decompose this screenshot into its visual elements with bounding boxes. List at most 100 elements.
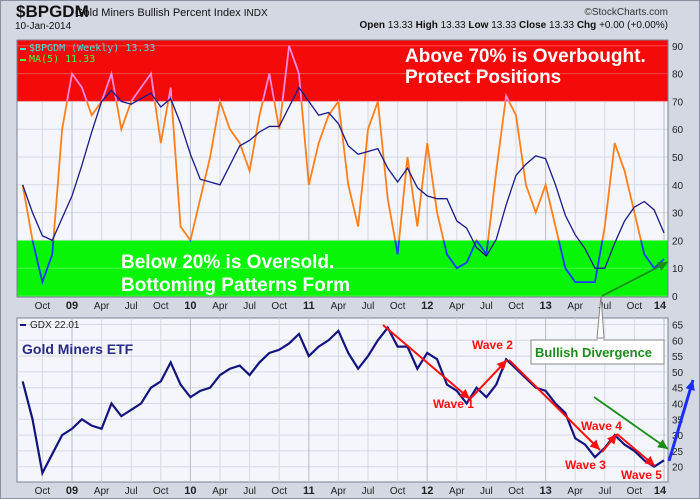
legend-ma: MA(5) 11.33 (29, 54, 95, 65)
ma-line (22, 86, 665, 269)
y-tick-label: 40 (672, 181, 684, 192)
divergence-arrow-lower (593, 396, 669, 450)
callout-box (530, 339, 665, 365)
gdx-label: Gold Miners ETF (22, 341, 134, 357)
x-tick-label: Jul (243, 301, 256, 312)
x-tick-label: Oct (153, 301, 169, 312)
x-tick-label: 11 (303, 485, 315, 497)
x-tick-label: Apr (567, 301, 583, 312)
wave-arrow-head (589, 439, 600, 450)
y-tick-label: 45 (672, 384, 684, 395)
y-tick-label: 65 (672, 321, 684, 332)
ohlc-readout: Open 13.33 High 13.33 Low 13.33 Close 13… (359, 20, 668, 31)
x-tick-label: 14 (654, 300, 667, 312)
x-tick-label: 09 (66, 300, 78, 312)
x-tick-label: 10 (184, 485, 196, 497)
x-tick-label: Jul (362, 486, 375, 497)
x-tick-label: 14 (654, 485, 667, 497)
wave-label-4: Wave 4 (581, 419, 622, 433)
x-tick-label: 12 (421, 300, 433, 312)
legend-gdx: GDX 22.01 (30, 320, 80, 331)
y-tick-label: 10 (672, 264, 684, 275)
y-tick-label: 70 (672, 97, 684, 108)
y-tick-label: 50 (672, 153, 684, 164)
annotations: Wave 1 Wave 2 Wave 3 Wave 4 Wave 5 Bullish Di… (382, 261, 695, 482)
bpgdm-line (21, 101, 642, 241)
y-tick-label: 20 (672, 236, 684, 247)
oversold-zone (17, 240, 668, 297)
wave-arrow-head (606, 434, 617, 445)
x-tick-label: Apr (94, 486, 110, 497)
overbought-note-2: Protect Positions (405, 67, 561, 88)
x-tick-label: Jul (598, 301, 611, 312)
y-tick-label: 60 (672, 336, 684, 347)
chart-date: 10-Jan-2014 (15, 21, 72, 32)
x-tick-label: Oct (271, 486, 287, 497)
gdx-line (21, 325, 665, 477)
x-tick-label: Oct (271, 301, 287, 312)
y-tick-label: 90 (672, 42, 684, 53)
x-tick-label: Jul (480, 301, 493, 312)
plot-border (16, 39, 669, 298)
index-name: Gold Miners Bullish Percent Index INDX (75, 7, 268, 19)
x-tick-label: Apr (94, 301, 110, 312)
y-tick-label: 20 (672, 463, 684, 474)
y-tick-label: 0 (672, 292, 678, 303)
x-tick-label: 12 (421, 485, 433, 497)
x-tick-label: Oct (508, 486, 524, 497)
legend-swatch (20, 324, 26, 326)
wave-arrow-head (459, 388, 470, 399)
x-tick-label: Apr (212, 486, 228, 497)
y-tick-label: 30 (672, 209, 684, 220)
x-tick-label: Apr (331, 486, 347, 497)
x-tick-label: Jul (362, 301, 375, 312)
x-tick-label: Oct (35, 301, 51, 312)
wave-label-5: Wave 5 (621, 468, 662, 482)
y-tick-label: 40 (672, 400, 684, 411)
x-tick-label: Jul (125, 486, 138, 497)
wave-label-2: Wave 2 (472, 338, 513, 352)
x-tick-label: Jul (480, 486, 493, 497)
y-tick-label: 60 (672, 125, 684, 136)
x-tick-label: Oct (153, 486, 169, 497)
bpgdm-panel: 0 10 20 30 40 50 60 70 80 90 Oct 09 Apr Jul Oct 10 Apr Ju… (16, 39, 684, 312)
overbought-zone (17, 40, 668, 102)
x-tick-label: Jul (598, 486, 611, 497)
x-tick-label: Oct (508, 301, 524, 312)
watermark: ©StockCharts.com (584, 7, 668, 18)
wave-label-1: Wave 1 (433, 397, 474, 411)
x-tick-label: Oct (390, 301, 406, 312)
y-tick-label: 35 (672, 415, 684, 426)
wave-arrow-head (644, 455, 655, 466)
symbol: $BPGDM (16, 2, 89, 21)
x-tick-label: 11 (303, 300, 315, 312)
breakout-arrow-head (685, 380, 695, 391)
divergence-arrow-upper-head (657, 262, 668, 271)
y-tick-label: 80 (672, 70, 684, 81)
x-tick-label: Oct (390, 486, 406, 497)
x-tick-label: Apr (567, 486, 583, 497)
wave-label-3: Wave 3 (565, 458, 606, 472)
y-tick-label: 25 (672, 447, 684, 458)
divergence-arrow-lower-head (657, 439, 668, 449)
x-tick-label: 09 (66, 485, 78, 497)
y-tick-label: 55 (672, 352, 684, 363)
legend-swatch (20, 48, 26, 50)
legend-bpgdm: $BPGDM (Weekly) 13.33 (29, 43, 155, 54)
oversold-note: Below 20% is Oversold. (121, 252, 334, 273)
oversold-note-2: Bottoming Patterns Form (121, 275, 350, 296)
wave-arrow (382, 324, 471, 400)
breakout-arrow (667, 379, 695, 462)
x-tick-label: Jul (243, 486, 256, 497)
x-tick-label: 10 (184, 300, 196, 312)
x-tick-label: Apr (212, 301, 228, 312)
x-tick-label: Oct (627, 301, 643, 312)
divergence-arrow-upper (601, 261, 669, 297)
x-tick-label: Jul (125, 301, 138, 312)
x-tick-label: Oct (35, 486, 51, 497)
x-tick-label: Apr (331, 301, 347, 312)
x-tick-label: Apr (449, 486, 465, 497)
wave-arrow (508, 359, 601, 451)
x-tick-label: Apr (449, 301, 465, 312)
